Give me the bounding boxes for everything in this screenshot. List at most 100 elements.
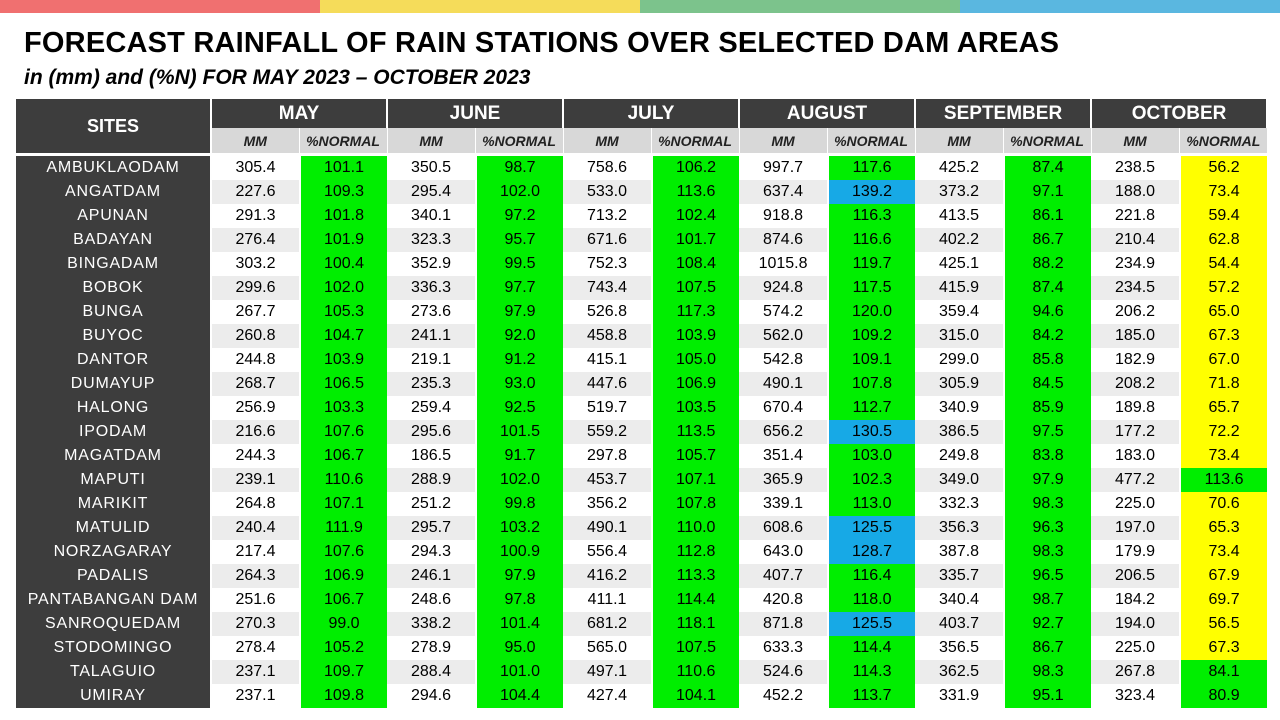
normal-value-cell: 109.3 <box>299 180 388 204</box>
mm-value: 633.3 <box>739 636 828 660</box>
normal-percent: 105.2 <box>299 636 388 660</box>
top-bar-segment <box>320 0 640 13</box>
normal-percent: 101.9 <box>299 228 388 252</box>
normal-value-cell: 92.7 <box>1003 612 1092 636</box>
normal-percent: 125.5 <box>827 612 916 636</box>
normal-value-cell: 107.8 <box>651 492 740 516</box>
normal-percent: 119.7 <box>827 252 916 276</box>
normal-value-cell: 103.3 <box>299 396 388 420</box>
normal-percent: 106.9 <box>299 564 388 588</box>
normal-percent: 101.5 <box>475 420 564 444</box>
mm-sub-header: MM <box>738 128 828 156</box>
table-row: DANTOR 244.8 103.9 219.1 91.2 415.1 105.0 542.8… <box>16 348 1268 372</box>
mm-value: 278.4 <box>211 636 299 660</box>
normal-percent: 97.8 <box>475 588 564 612</box>
normal-value-cell: 56.2 <box>1179 155 1268 180</box>
month-header: JULY <box>562 99 741 128</box>
normal-value-cell: 65.7 <box>1179 396 1268 420</box>
normal-value-cell: 112.7 <box>827 396 916 420</box>
table-row: DUMAYUP 268.7 106.5 235.3 93.0 447.6 106.9 490.… <box>16 372 1268 396</box>
mm-value: 425.2 <box>915 154 1004 180</box>
mm-value: 240.4 <box>211 516 299 540</box>
mm-value: 188.0 <box>1091 180 1180 204</box>
mm-value: 295.7 <box>387 516 476 540</box>
normal-value-cell: 98.3 <box>1003 492 1092 516</box>
normal-percent: 80.9 <box>1179 684 1268 708</box>
table-row: BOBOK 299.6 102.0 336.3 97.7 743.4 107.5 924.8 1… <box>16 276 1268 300</box>
normal-percent: 110.6 <box>299 468 388 492</box>
mm-value: 267.8 <box>1091 660 1180 684</box>
mm-value: 362.5 <box>915 660 1004 684</box>
mm-sub-header: MM <box>914 128 1004 156</box>
normal-percent: 65.0 <box>1179 300 1268 324</box>
mm-value: 183.0 <box>1091 444 1180 468</box>
normal-percent: 71.8 <box>1179 372 1268 396</box>
normal-value-cell: 91.7 <box>475 444 564 468</box>
mm-value: 267.7 <box>211 300 299 324</box>
normal-value-cell: 67.0 <box>1179 348 1268 372</box>
normal-value-cell: 83.8 <box>1003 444 1092 468</box>
normal-percent: 86.1 <box>1003 204 1092 228</box>
normal-value-cell: 101.8 <box>299 204 388 228</box>
mm-value: 189.8 <box>1091 396 1180 420</box>
mm-value: 244.8 <box>211 348 299 372</box>
normal-percent: 95.1 <box>1003 684 1092 708</box>
normal-value-cell: 104.1 <box>651 684 740 708</box>
mm-value: 565.0 <box>563 636 652 660</box>
normal-percent: 97.9 <box>475 300 564 324</box>
normal-value-cell: 97.8 <box>475 588 564 612</box>
mm-value: 477.2 <box>1091 468 1180 492</box>
normal-value-cell: 101.4 <box>475 612 564 636</box>
mm-value: 490.1 <box>563 516 652 540</box>
mm-value: 234.5 <box>1091 276 1180 300</box>
normal-value-cell: 92.5 <box>475 396 564 420</box>
normal-value-cell: 88.2 <box>1003 252 1092 276</box>
normal-percent: 104.1 <box>651 684 740 708</box>
mm-value: 260.8 <box>211 324 299 348</box>
normal-percent: 103.3 <box>299 396 388 420</box>
mm-value: 411.1 <box>563 588 652 612</box>
normal-percent: 56.2 <box>1179 156 1268 180</box>
normal-value-cell: 106.9 <box>299 564 388 588</box>
normal-percent: 103.2 <box>475 516 564 540</box>
normal-value-cell: 110.6 <box>651 660 740 684</box>
normal-percent: 67.0 <box>1179 348 1268 372</box>
normal-value-cell: 54.4 <box>1179 252 1268 276</box>
normal-percent: 102.0 <box>475 180 564 204</box>
mm-value: 295.4 <box>387 180 476 204</box>
normal-value-cell: 113.7 <box>827 684 916 708</box>
normal-value-cell: 103.9 <box>299 348 388 372</box>
normal-percent: 92.0 <box>475 324 564 348</box>
mm-value: 206.5 <box>1091 564 1180 588</box>
normal-percent: 91.7 <box>475 444 564 468</box>
mm-value: 871.8 <box>739 612 828 636</box>
normal-value-cell: 87.4 <box>1003 155 1092 180</box>
normal-percent: 104.4 <box>475 684 564 708</box>
mm-value: 270.3 <box>211 612 299 636</box>
normal-value-cell: 97.2 <box>475 204 564 228</box>
normal-value-cell: 105.0 <box>651 348 740 372</box>
normal-percent: 97.7 <box>475 276 564 300</box>
normal-value-cell: 114.4 <box>651 588 740 612</box>
normal-percent: 88.2 <box>1003 252 1092 276</box>
normal-percent: 103.5 <box>651 396 740 420</box>
mm-value: 447.6 <box>563 372 652 396</box>
page-title: FORECAST RAINFALL OF RAIN STATIONS OVER … <box>24 27 1060 59</box>
normal-value-cell: 113.0 <box>827 492 916 516</box>
normal-percent: 73.4 <box>1179 180 1268 204</box>
normal-percent: 117.6 <box>827 156 916 180</box>
normal-percent: 87.4 <box>1003 276 1092 300</box>
mm-value: 752.3 <box>563 252 652 276</box>
normal-value-cell: 101.7 <box>651 228 740 252</box>
normal-percent: 101.1 <box>299 156 388 180</box>
normal-value-cell: 80.9 <box>1179 684 1268 708</box>
normal-value-cell: 85.8 <box>1003 348 1092 372</box>
normal-percent: 103.9 <box>651 324 740 348</box>
site-name: BUYOC <box>16 324 212 348</box>
normal-percent: 113.0 <box>827 492 916 516</box>
site-name: STODOMINGO <box>16 636 212 660</box>
normal-percent: 97.9 <box>475 564 564 588</box>
table-row: BINGADAM 303.2 100.4 352.9 99.5 752.3 108.4 101… <box>16 252 1268 276</box>
normal-percent: 59.4 <box>1179 204 1268 228</box>
normal-value-cell: 113.6 <box>651 180 740 204</box>
